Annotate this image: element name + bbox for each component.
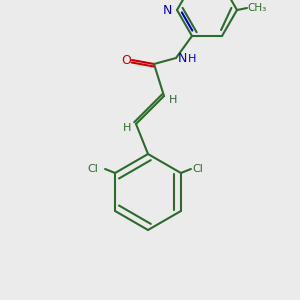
Text: N: N — [177, 52, 187, 64]
Text: H: H — [123, 123, 131, 133]
Text: O: O — [121, 53, 131, 67]
Text: H: H — [169, 95, 177, 105]
Text: Cl: Cl — [193, 164, 203, 174]
Text: Cl: Cl — [87, 164, 98, 174]
Text: CH₃: CH₃ — [248, 3, 267, 13]
Text: N: N — [163, 4, 172, 16]
Text: H: H — [188, 54, 196, 64]
